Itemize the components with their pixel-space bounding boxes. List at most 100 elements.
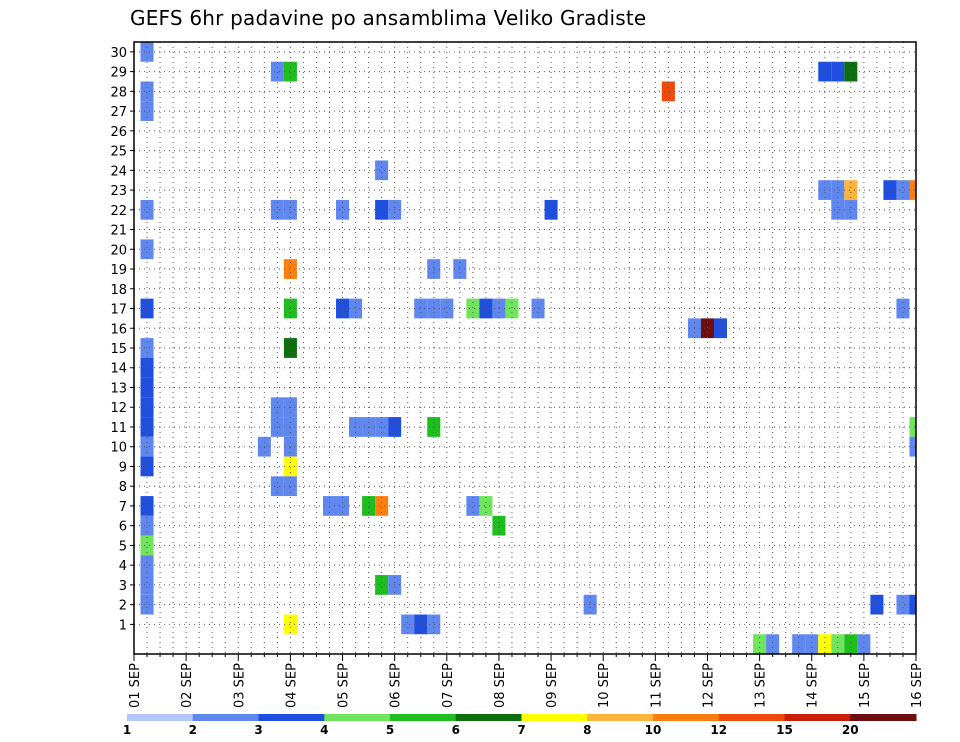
y-tick-label: 8 [119, 480, 127, 495]
data-cell [283, 199, 297, 220]
data-cell [531, 298, 545, 319]
y-tick-label: 30 [110, 46, 127, 61]
y-tick-label: 23 [110, 184, 127, 199]
y-tick-label: 13 [110, 381, 127, 396]
data-cell [270, 476, 284, 497]
y-tick-label: 27 [110, 105, 127, 120]
x-tick-label: 13 SEP [754, 663, 769, 708]
data-cell [805, 634, 819, 654]
colorbar-label: 3 [254, 723, 262, 737]
data-cell [375, 575, 389, 595]
data-cell [140, 199, 154, 220]
colorbar-swatch [653, 714, 720, 721]
data-cell [896, 594, 910, 615]
y-tick-label: 25 [110, 145, 127, 160]
data-cell [140, 535, 154, 556]
data-cell [909, 594, 916, 615]
data-cell [661, 81, 675, 102]
colorbar-swatch [850, 714, 917, 721]
y-tick-label: 1 [119, 618, 127, 633]
colorbar-label: 10 [645, 723, 662, 737]
data-cell [544, 199, 558, 220]
data-cell [427, 298, 441, 319]
data-cell [857, 634, 871, 654]
x-tick-label: 15 SEP [858, 663, 873, 708]
data-cell [362, 417, 376, 437]
data-cell [336, 496, 350, 516]
data-cell [375, 417, 389, 437]
data-cell [870, 594, 884, 615]
data-cell [844, 180, 858, 200]
y-tick-label: 3 [119, 579, 127, 594]
data-cell [766, 634, 780, 654]
y-tick-label: 7 [119, 500, 127, 515]
y-tick-label: 17 [110, 303, 127, 318]
y-tick-label: 29 [110, 66, 127, 81]
data-cell [505, 298, 519, 319]
colorbar-label: 7 [517, 723, 525, 737]
x-tick-label: 16 SEP [910, 663, 925, 708]
data-cell [283, 61, 297, 82]
x-tick-label: 09 SEP [545, 663, 560, 708]
y-tick-label: 20 [110, 243, 127, 258]
data-cell [349, 298, 363, 319]
x-tick-label: 06 SEP [389, 663, 404, 708]
data-cell [844, 634, 858, 654]
y-tick-label: 11 [110, 421, 127, 436]
data-cell [140, 298, 154, 319]
data-cell [479, 496, 493, 516]
data-cells [140, 42, 916, 654]
y-tick-label: 21 [110, 224, 127, 239]
colorbar-swatch [455, 714, 522, 721]
data-cell [713, 318, 728, 339]
colorbar-label: 20 [842, 723, 859, 737]
data-cell [844, 199, 858, 220]
data-cell [270, 199, 284, 220]
colorbar-label: 12 [710, 723, 727, 737]
y-tick-label: 15 [110, 342, 127, 357]
data-cell [140, 594, 154, 615]
data-cell [466, 496, 480, 516]
data-cell [818, 634, 832, 654]
colorbar-label: 15 [776, 723, 793, 737]
data-cell [270, 417, 284, 437]
y-tick-label: 18 [110, 283, 127, 298]
data-cell [427, 614, 441, 635]
colorbar-label: 5 [386, 723, 394, 737]
x-tick-label: 10 SEP [597, 663, 612, 708]
colorbar: 1 2 3 4 5 6 7 8 10 12 15 20 [123, 714, 917, 737]
data-cell [440, 298, 454, 319]
data-cell [140, 81, 154, 102]
data-cell [140, 456, 154, 477]
colorbar-label: 6 [452, 723, 460, 737]
data-cell [700, 318, 714, 339]
data-cell [492, 298, 506, 319]
data-cell [831, 61, 845, 82]
data-cell [140, 555, 154, 576]
data-cell [140, 42, 154, 62]
data-cell [375, 199, 389, 220]
y-tick-label: 19 [110, 263, 127, 278]
data-cell [283, 298, 297, 319]
y-tick-label: 22 [110, 204, 127, 219]
y-tick-label: 6 [119, 520, 127, 535]
data-cell [753, 634, 767, 654]
data-cell [414, 298, 428, 319]
data-cell [844, 61, 858, 82]
colorbar-label: 2 [189, 723, 197, 737]
data-cell [336, 199, 350, 220]
colorbar-swatch [324, 714, 391, 721]
chart-title: GEFS 6hr padavine po ansamblima Veliko G… [130, 6, 647, 30]
data-cell [283, 476, 297, 497]
y-tick-label: 10 [110, 441, 127, 456]
data-cell [831, 634, 845, 654]
y-tick-label: 16 [110, 322, 127, 337]
data-cell [414, 614, 428, 635]
y-axis: 1234567891011121314151617181920212223242… [110, 46, 134, 633]
x-tick-label: 04 SEP [284, 663, 299, 708]
data-cell [375, 160, 389, 181]
data-cell [283, 456, 297, 477]
colorbar-label: 8 [583, 723, 591, 737]
x-tick-label: 01 SEP [128, 663, 143, 708]
colorbar-label: 1 [123, 723, 131, 737]
